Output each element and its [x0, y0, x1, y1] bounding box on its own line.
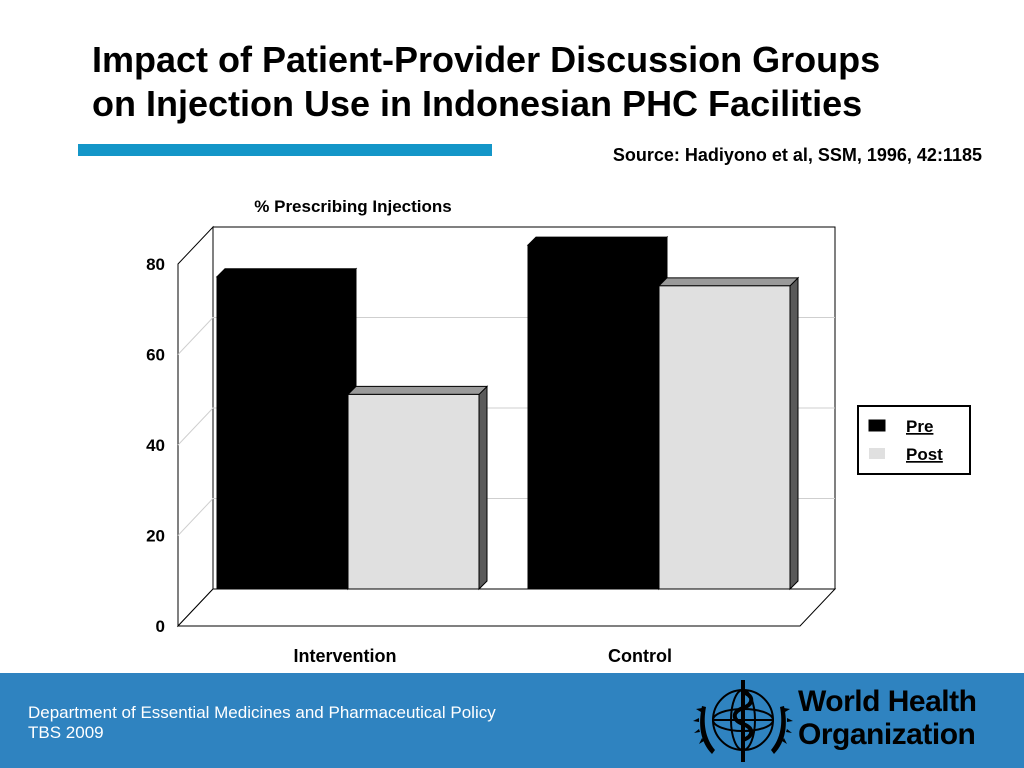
- bar-post-intervention: [347, 393, 480, 590]
- title-line-2: on Injection Use in Indonesian PHC Facil…: [92, 83, 863, 124]
- footer-bar: [0, 673, 1024, 768]
- legend-box: [857, 405, 971, 475]
- y-tick-label: 40: [146, 436, 165, 455]
- accent-rule: [78, 144, 492, 156]
- legend-swatch-post: [869, 448, 885, 459]
- bar-top-pre: [215, 268, 358, 278]
- legend-label-pre: Pre: [906, 417, 933, 436]
- who-wordmark-line-2: Organization: [798, 718, 976, 751]
- y-tick-label: 80: [146, 255, 165, 274]
- bar-side-post: [789, 276, 799, 591]
- bar-pre-control: [527, 244, 660, 590]
- legend-swatch-pre: [868, 419, 886, 432]
- y-tick-label: 60: [146, 346, 165, 365]
- who-wordmark: World Health Organization: [798, 685, 977, 751]
- footer-text: Department of Essential Medicines and Ph…: [28, 703, 496, 743]
- bar-side-post: [478, 385, 488, 591]
- title-line-1: Impact of Patient-Provider Discussion Gr…: [92, 39, 881, 80]
- x-category-label: Intervention: [293, 646, 396, 666]
- bar-top-post: [657, 277, 800, 287]
- bar-chart: 0 20 40 60 80 % Prescribing Injections Interve…: [146, 197, 971, 666]
- bar-pre-intervention: [216, 276, 349, 590]
- legend-label-post: Post: [906, 445, 943, 464]
- footer-year: TBS 2009: [28, 723, 104, 742]
- bar-post-control: [658, 285, 791, 590]
- y-tick-label: 20: [146, 527, 165, 546]
- chart-floor: [176, 588, 837, 627]
- slide-title: Impact of Patient-Provider Discussion Gr…: [92, 38, 992, 126]
- who-wordmark-line-1: World Health: [798, 685, 977, 718]
- x-category-label: Control: [608, 646, 672, 666]
- source-citation: Source: Hadiyono et al, SSM, 1996, 42:11…: [612, 145, 982, 165]
- bar-top-post: [346, 385, 489, 395]
- y-tick-label: 0: [156, 617, 165, 636]
- who-emblem-icon: [693, 680, 793, 762]
- bar-top-pre: [526, 236, 669, 246]
- y-axis-label: % Prescribing Injections: [254, 197, 451, 216]
- footer-department: Department of Essential Medicines and Ph…: [28, 703, 496, 722]
